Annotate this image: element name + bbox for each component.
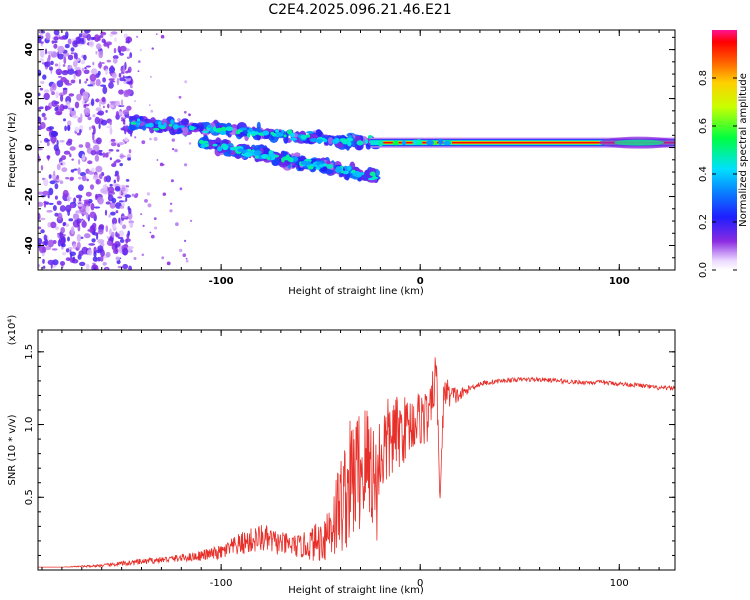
spectrogram-xtick-label: 100 (609, 276, 630, 287)
snr-series-line (38, 357, 675, 569)
spectrogram-ytick-label: -20 (24, 187, 35, 205)
snr-xtick-label: 100 (610, 578, 629, 589)
spectrogram-xlabel: Height of straight line (km) (288, 286, 424, 297)
colorbar-tick-label: 0.4 (698, 166, 709, 182)
snr-ytick-label: 0.5 (24, 489, 35, 505)
snr-xtick-label: 0 (417, 578, 423, 589)
snr-ytick-label: 1.0 (24, 417, 35, 433)
spectrogram-xtick-label: 0 (417, 276, 424, 287)
colorbar-tick-label: 0.0 (698, 262, 709, 278)
spectrogram-ytick-label: 20 (24, 92, 35, 106)
snr-xtick-label: -100 (210, 578, 233, 589)
chart-title: C2E4.2025.096.21.46.E21 (268, 2, 452, 18)
spectrogram-panel: -100 0 100 -40 -20 0 20 40 Height of straight l… (7, 29, 676, 297)
snr-panel: -100 0 100 0.5 1.0 1.5 Height of straight lin… (7, 315, 676, 596)
snr-ytick-label: 1.5 (24, 344, 35, 360)
colorbar-tick-label: 0.8 (698, 70, 709, 86)
snr-xlabel: Height of straight line (km) (288, 585, 424, 596)
snr-ylabel: SNR (10 * v/v) (7, 414, 18, 485)
heatmap-region-tone (370, 136, 675, 149)
colorbar-tick-label: 0.6 (698, 118, 709, 134)
colorbar-label: Normalized spectral amplitude (738, 73, 749, 227)
colorbar-tick-label: 0.2 (698, 214, 709, 230)
spectrogram-xtick-label: -100 (209, 276, 234, 287)
snr-multiplier: (x10⁴) (7, 315, 18, 346)
spectrogram-ytick-label: 40 (24, 43, 35, 57)
spectrogram-ytick-label: -40 (24, 236, 35, 254)
spectrogram-ylabel: Frequency (Hz) (7, 112, 18, 188)
heatmap-region-lower-branch (197, 134, 381, 184)
spectrogram-ytick-label: 0 (24, 144, 35, 151)
heatmap-region-upper-branch (127, 114, 381, 151)
colorbar: 0.0 0.2 0.4 0.6 0.8 Normalized spectral ampl… (698, 30, 749, 278)
